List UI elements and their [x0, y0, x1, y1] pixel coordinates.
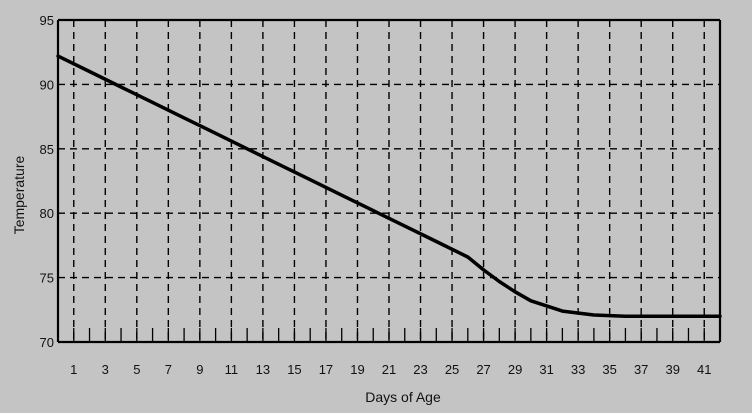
x-minor-ticks [57, 328, 721, 342]
x-tick-label-4: 9 [196, 362, 203, 377]
series-line-0 [56, 54, 722, 318]
x-tick-label-10: 21 [382, 362, 396, 377]
x-axis-label: Days of Age [365, 389, 441, 405]
x-tick-label-11: 23 [413, 362, 427, 377]
x-tick-label-20: 41 [697, 362, 711, 377]
x-tick-label-2: 5 [133, 362, 140, 377]
x-tick-label-6: 13 [256, 362, 270, 377]
x-tick-label-7: 15 [287, 362, 301, 377]
x-tick-label-3: 7 [165, 362, 172, 377]
y-tick-label-4: 90 [40, 77, 54, 92]
y-axis-label: Temperature [11, 155, 27, 234]
x-tick-label-1: 3 [102, 362, 109, 377]
x-tick-label-13: 27 [476, 362, 490, 377]
y-tick-label-2: 80 [40, 206, 54, 221]
y-tick-label-3: 85 [40, 142, 54, 157]
series-layer [56, 54, 722, 318]
x-tick-label-19: 39 [665, 362, 679, 377]
x-tick-label-18: 37 [634, 362, 648, 377]
x-tick-label-16: 33 [571, 362, 585, 377]
y-tick-labels: 70 75 80 85 90 95 [40, 13, 54, 350]
grid-lines [58, 20, 720, 342]
x-tick-label-12: 25 [445, 362, 459, 377]
x-tick-label-8: 17 [319, 362, 333, 377]
y-tick-label-0: 70 [40, 335, 54, 350]
x-tick-labels: 1 3 5 7 9 11 13 15 17 19 21 23 25 27 29 31 33 35 37 39 41 [70, 362, 711, 377]
x-tick-label-15: 31 [539, 362, 553, 377]
plot-frame [56, 18, 722, 344]
x-tick-label-14: 29 [508, 362, 522, 377]
x-tick-label-5: 11 [225, 362, 239, 377]
x-tick-label-17: 35 [602, 362, 616, 377]
y-tick-label-5: 95 [40, 13, 54, 28]
y-tick-label-1: 75 [40, 271, 54, 286]
x-tick-label-9: 19 [350, 362, 364, 377]
x-tick-label-0: 1 [70, 362, 77, 377]
